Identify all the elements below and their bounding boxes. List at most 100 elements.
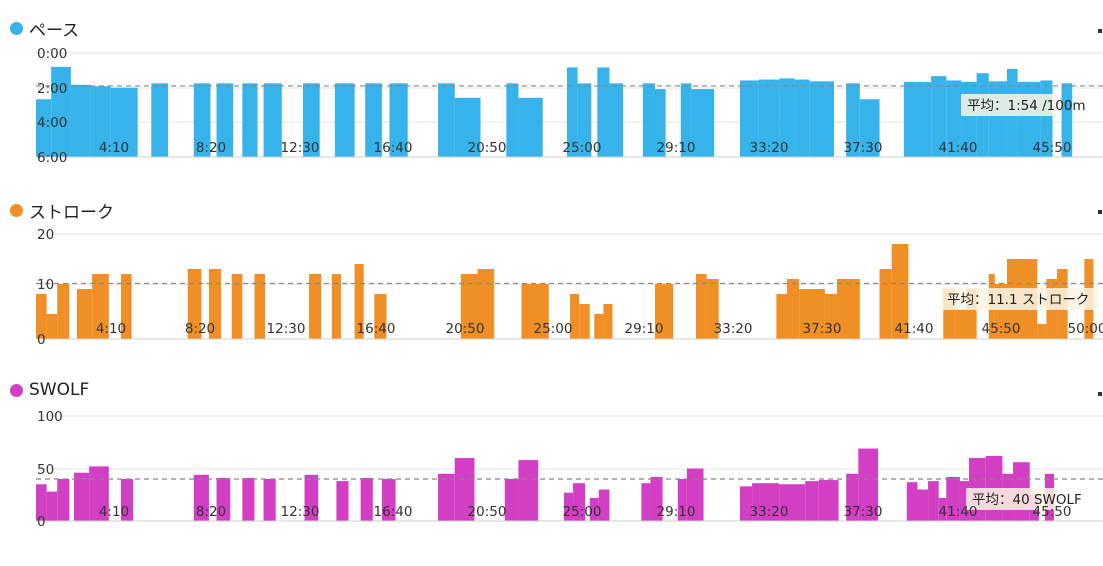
swolf-bar xyxy=(36,484,47,521)
swolf-bar xyxy=(89,466,109,521)
pace-average-badge-bg xyxy=(961,94,1057,116)
swolf-bar xyxy=(573,483,586,521)
swolf-bar xyxy=(57,479,70,521)
pace-bar xyxy=(859,99,880,157)
pace-x-tick-label: 41:40 xyxy=(939,140,978,156)
stroke-bar xyxy=(570,294,580,339)
swolf-bar xyxy=(46,491,58,521)
swolf-x-tick-label: 45:50 xyxy=(1033,504,1072,520)
stroke-x-tick-label: 8:20 xyxy=(185,321,215,337)
pace-bar xyxy=(946,80,962,157)
pace-x-tick-label: 20:50 xyxy=(468,140,507,156)
pace-bar xyxy=(691,89,715,157)
pace-bar xyxy=(51,66,71,157)
stroke-bar xyxy=(208,269,222,339)
pace-average-badge: 平均：1:54 /100m xyxy=(961,94,1086,116)
pace-x-tick-label: 8:20 xyxy=(196,140,226,156)
swolf-bar xyxy=(858,448,879,521)
stroke-bar xyxy=(603,304,613,339)
stroke-bar xyxy=(331,274,341,339)
stroke-y-tick-label: 0 xyxy=(37,332,46,348)
pace-bar xyxy=(794,79,810,157)
stroke-bar xyxy=(776,294,787,339)
swolf-bar xyxy=(360,477,373,521)
stroke-average-label: 平均：11.1 ストローク xyxy=(947,292,1089,308)
pace-x-tick-label: 29:10 xyxy=(657,140,696,156)
pace-bar xyxy=(609,83,624,157)
swolf-x-tick-label: 37:30 xyxy=(844,504,883,520)
stroke-bar xyxy=(46,314,58,339)
stroke-y-tick-label: 10 xyxy=(37,277,54,293)
swolf-bar xyxy=(518,460,539,521)
stroke-title-text: ストローク xyxy=(29,203,114,223)
pace-x-tick-label: 16:40 xyxy=(374,140,413,156)
stroke-bar xyxy=(231,274,243,339)
swolf-bar xyxy=(959,481,970,521)
stroke-x-tick-label: 29:10 xyxy=(625,321,664,337)
stroke-bar xyxy=(254,274,266,339)
swolf-bar xyxy=(846,473,859,521)
swolf-bar xyxy=(454,458,475,521)
pace-bar xyxy=(70,84,91,157)
pace-y-tick-label: 2:00 xyxy=(37,81,67,97)
stroke-bar xyxy=(955,309,967,339)
swolf-bar xyxy=(216,477,231,521)
pace-bar xyxy=(454,97,481,157)
pace-bar xyxy=(903,81,932,157)
swolf-bar xyxy=(917,489,929,521)
swolf-y-tick-label: 50 xyxy=(37,462,54,478)
swolf-bar xyxy=(650,476,663,521)
pace-bar xyxy=(193,83,211,157)
swolf-bar xyxy=(73,472,90,521)
pace-average-label: 平均：1:54 /100m xyxy=(967,98,1086,114)
stroke-bar xyxy=(187,269,202,339)
stroke-panel-title: ストローク xyxy=(10,198,114,223)
pace-y-tick-label: 0:00 xyxy=(37,46,67,62)
swolf-average-badge: 平均：40 SWOLF xyxy=(966,488,1082,510)
stroke-panel-marker xyxy=(1098,210,1102,214)
pace-legend-dot xyxy=(10,22,23,35)
pace-bar xyxy=(758,79,780,157)
pace-bar xyxy=(988,81,1007,157)
pace-x-tick-label: 4:10 xyxy=(99,140,129,156)
pace-panel-marker xyxy=(1098,29,1102,33)
swolf-x-tick-label: 8:20 xyxy=(196,504,226,520)
pace-bar xyxy=(739,80,759,157)
pace-bar xyxy=(518,97,543,157)
swolf-bar xyxy=(805,481,819,521)
stroke-bar xyxy=(57,284,70,339)
swolf-bar xyxy=(677,479,687,521)
stroke-bar xyxy=(92,274,109,339)
swolf-bar xyxy=(381,479,396,521)
swolf-legend-dot xyxy=(10,383,23,397)
swolf-title-text: SWOLF xyxy=(29,380,90,400)
stroke-bar xyxy=(374,294,387,339)
stroke-bar xyxy=(786,279,800,339)
pace-bar xyxy=(438,83,455,157)
swolf-x-tick-label: 12:30 xyxy=(281,504,320,520)
stroke-x-tick-label: 4:10 xyxy=(96,321,126,337)
pace-bar xyxy=(1061,83,1073,157)
swolf-bar xyxy=(193,474,209,521)
stroke-bar xyxy=(1037,324,1047,339)
pace-bar xyxy=(642,83,655,157)
stroke-bar xyxy=(579,304,590,339)
swolf-x-tick-label: 25:00 xyxy=(563,504,602,520)
pace-bar xyxy=(365,83,382,157)
swolf-bar xyxy=(589,497,599,521)
swolf-bar xyxy=(263,479,276,521)
stroke-x-tick-label: 50:00 xyxy=(1068,321,1103,337)
swolf-average-badge-bg xyxy=(966,488,1056,510)
stroke-x-tick-label: 20:50 xyxy=(446,321,485,337)
stroke-bar xyxy=(654,284,674,339)
pace-x-tick-label: 45:50 xyxy=(1033,140,1072,156)
swolf-bar xyxy=(946,476,960,521)
pace-panel-title: ペース xyxy=(10,16,79,41)
pace-title-text: ペース xyxy=(29,21,80,41)
pace-bar xyxy=(567,67,578,157)
stroke-x-tick-label: 12:30 xyxy=(267,321,306,337)
stroke-bar xyxy=(120,274,132,339)
pace-bar xyxy=(263,83,282,157)
stroke-bar xyxy=(309,274,322,339)
